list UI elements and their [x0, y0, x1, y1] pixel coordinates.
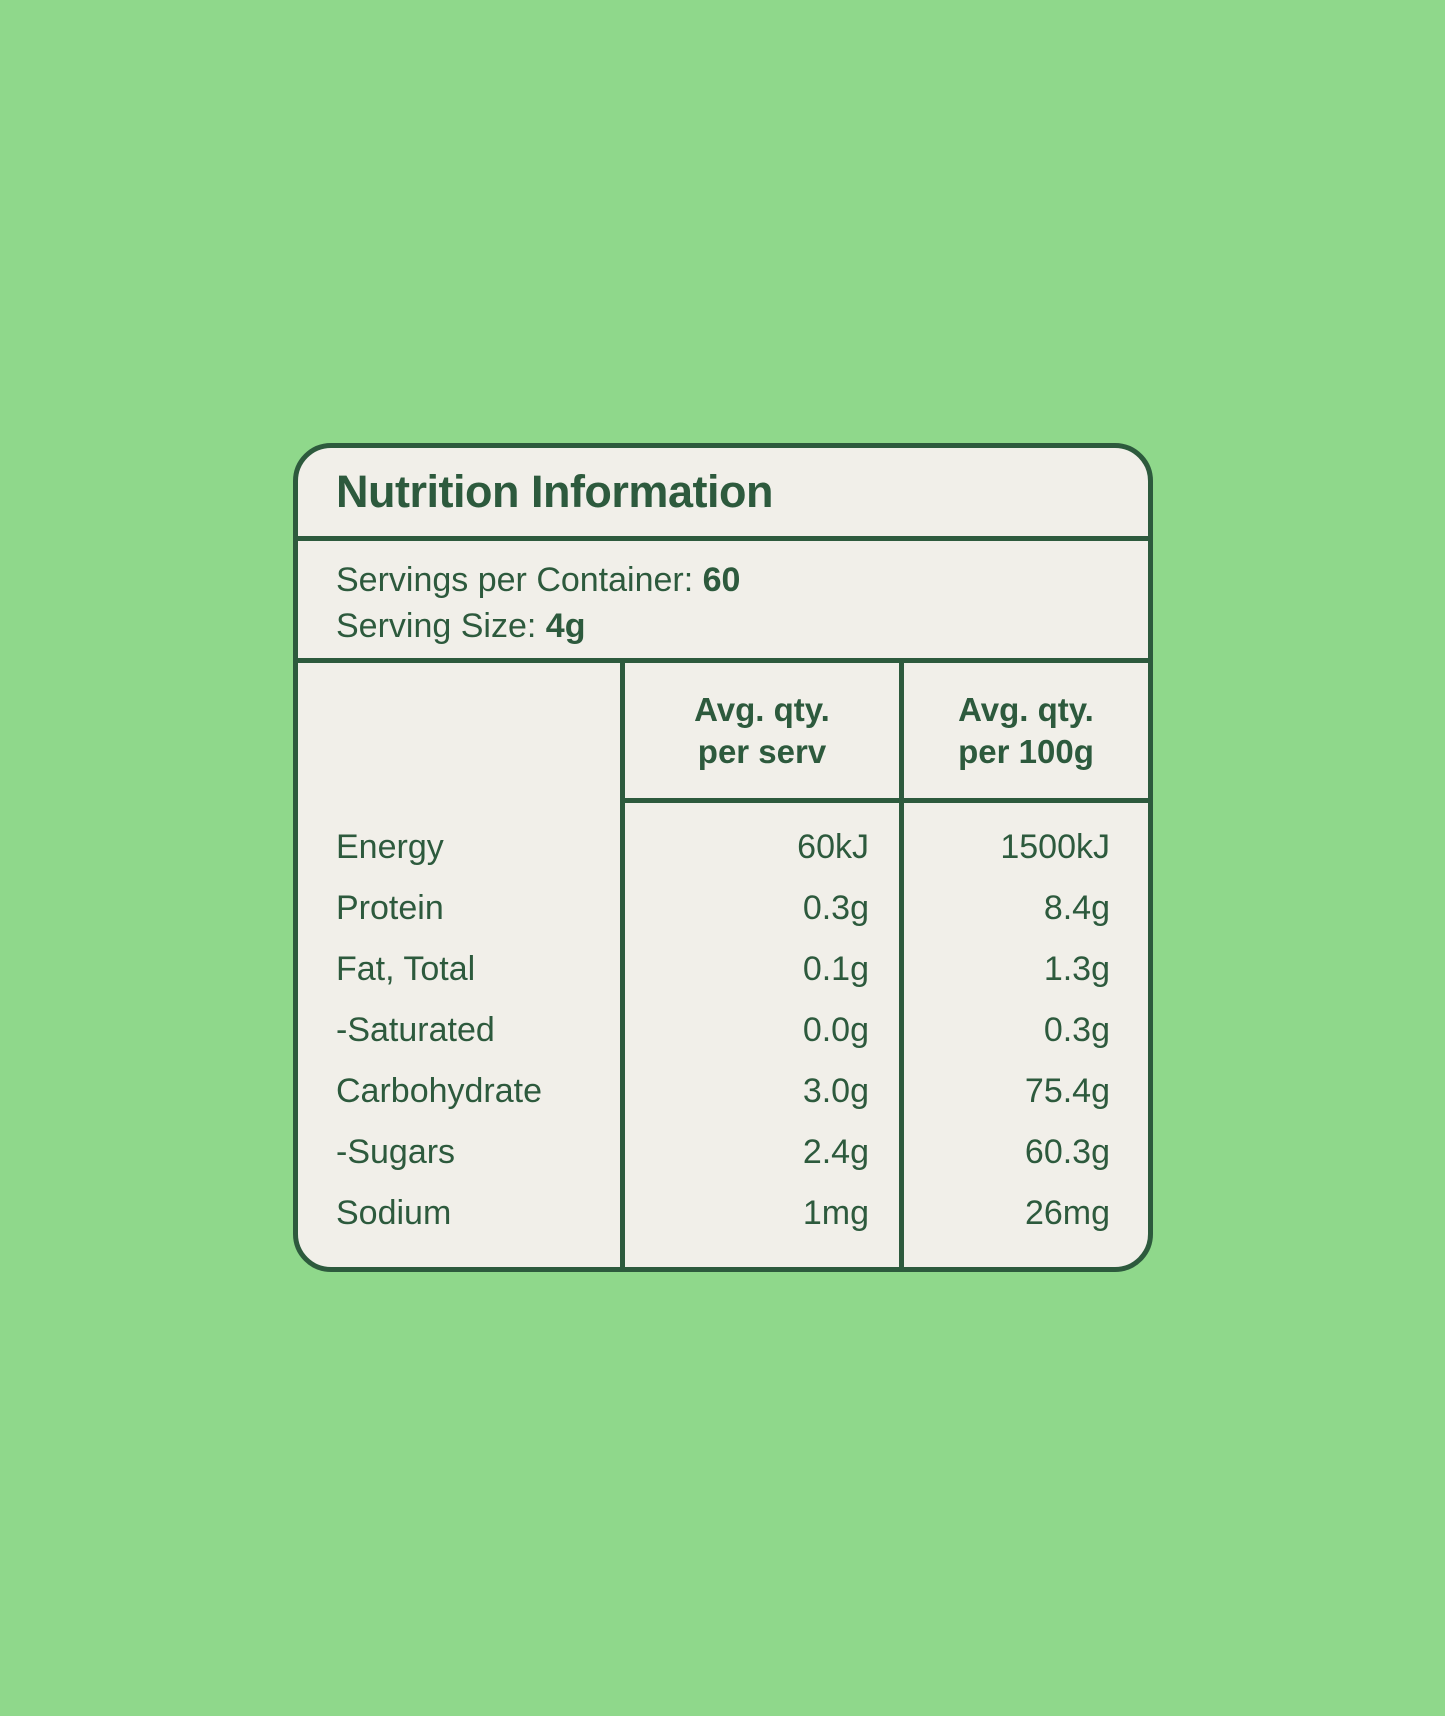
servings-value: 60 [702, 561, 741, 599]
per-serv-value: 0.1g [802, 950, 869, 988]
per-100g-value: 26mg [1024, 1194, 1110, 1232]
servings-per-container-line: Servings per Container: 60 [336, 557, 1148, 603]
page-title: Nutrition Information [336, 466, 773, 517]
per-100g-value: 60.3g [1024, 1133, 1110, 1171]
column-nutrients: Energy Protein Fat, Total -Saturated Car… [298, 663, 620, 1267]
servings-section: Servings per Container: 60 Serving Size:… [298, 541, 1148, 663]
per-100g-value: 1500kJ [1000, 828, 1110, 866]
per-100g-value: 75.4g [1024, 1072, 1110, 1110]
per-serv-value: 1mg [802, 1194, 869, 1232]
per-serv-value: 0.3g [802, 889, 869, 927]
per-100g-header-line1: Avg. qty. [958, 690, 1094, 728]
per-serv-values: 60kJ 0.3g 0.1g 0.0g 3.0g 2.4g 1mg [625, 803, 899, 1244]
per-serv-value: 3.0g [802, 1072, 869, 1110]
per-100g-value: 8.4g [1043, 889, 1110, 927]
per-serv-value: 60kJ [797, 828, 869, 866]
per-100g-header: Avg. qty. per 100g [904, 663, 1148, 803]
per-serv-value: 0.0g [802, 1011, 869, 1049]
nutrient-names: Energy Protein Fat, Total -Saturated Car… [298, 803, 620, 1244]
nutrient-name: -Saturated [336, 1011, 495, 1049]
per-serv-header-line1: Avg. qty. [694, 690, 830, 728]
column-per-100g: Avg. qty. per 100g 1500kJ 8.4g 1.3g 0.3g… [899, 663, 1148, 1267]
nutrient-name: Carbohydrate [336, 1072, 543, 1110]
nutrient-header-empty [298, 663, 620, 803]
per-100g-values: 1500kJ 8.4g 1.3g 0.3g 75.4g 60.3g 26mg [904, 803, 1148, 1244]
serving-size-label: Serving Size: [336, 607, 537, 645]
servings-label: Servings per Container: [336, 561, 694, 599]
serving-size-value: 4g [545, 607, 586, 645]
title-section: Nutrition Information [298, 448, 1148, 541]
per-serv-header: Avg. qty. per serv [625, 663, 899, 803]
nutrient-name: Sodium [336, 1194, 452, 1232]
per-serv-value: 2.4g [802, 1133, 869, 1171]
nutrition-table: Energy Protein Fat, Total -Saturated Car… [298, 663, 1148, 1267]
serving-size-line: Serving Size: 4g [336, 603, 1148, 649]
per-100g-header-line2: per 100g [958, 732, 1094, 770]
nutrient-name: Protein [336, 889, 444, 927]
per-100g-value: 0.3g [1043, 1011, 1110, 1049]
nutrient-name: Fat, Total [336, 950, 476, 988]
per-serv-header-line2: per serv [697, 732, 827, 770]
nutrient-name: Energy [336, 828, 444, 866]
nutrient-name: -Sugars [336, 1133, 456, 1171]
nutrition-label-panel: Nutrition Information Servings per Conta… [293, 443, 1153, 1272]
column-per-serving: Avg. qty. per serv 60kJ 0.3g 0.1g 0.0g 3… [620, 663, 899, 1267]
per-100g-value: 1.3g [1043, 950, 1110, 988]
